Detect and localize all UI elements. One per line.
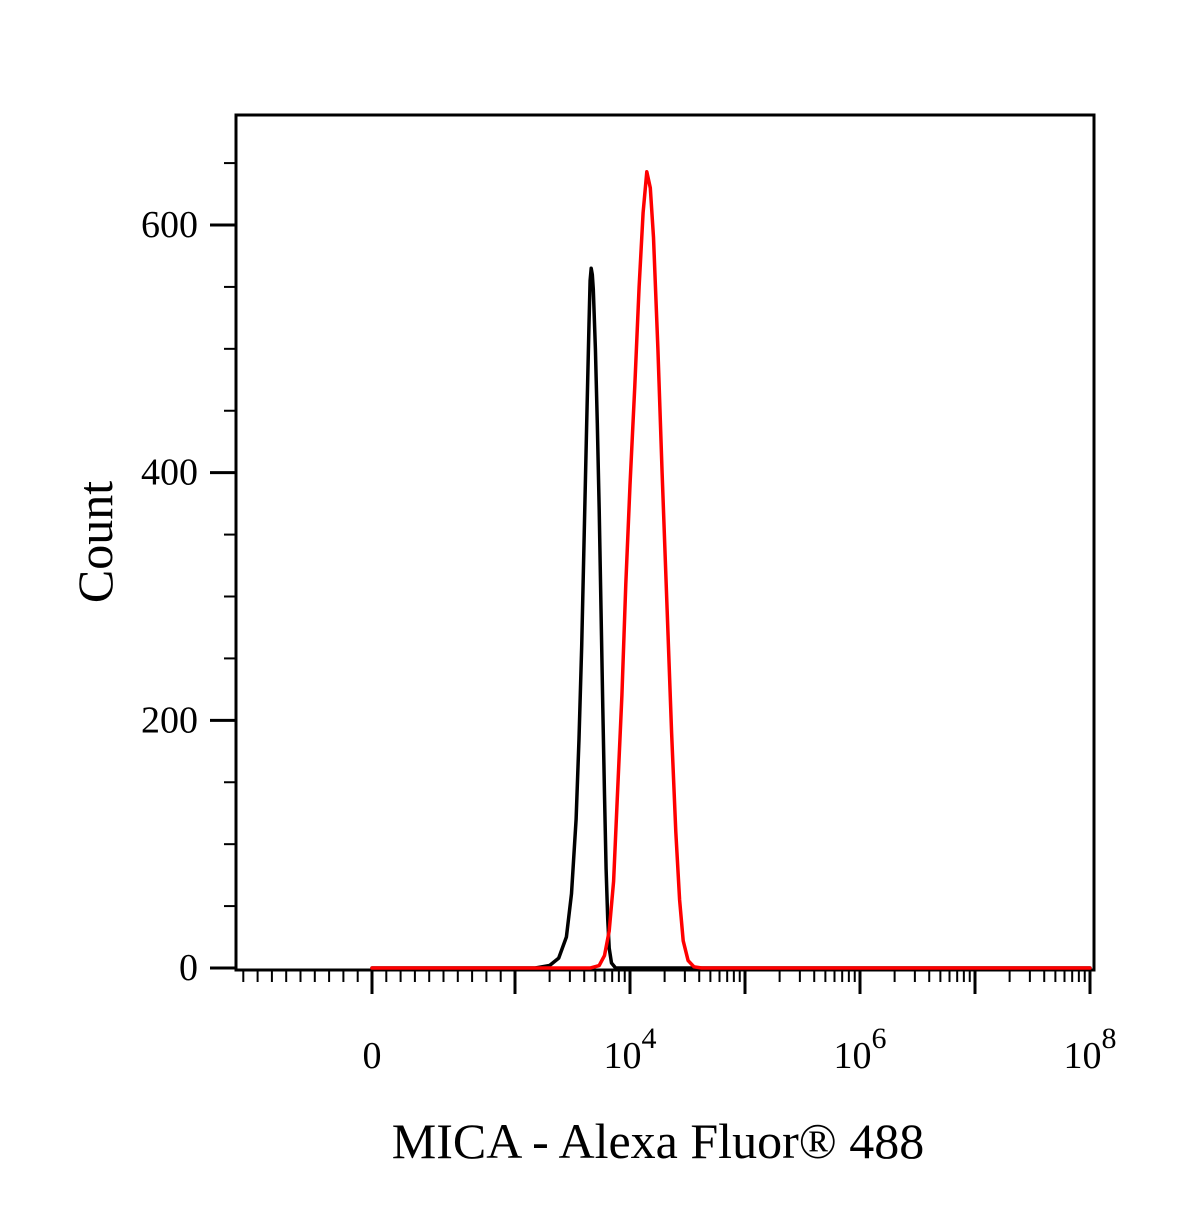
histogram-series-2 [370, 170, 1092, 970]
y-axis: 0 200 400 600 [141, 162, 236, 989]
series-layer [370, 170, 1092, 970]
x-tick-label: 104 [604, 1022, 657, 1077]
x-axis: 0 104 106 108 [242, 970, 1117, 1077]
y-tick-label: 600 [141, 204, 198, 246]
x-tick-label: 108 [1064, 1022, 1117, 1077]
y-tick-label: 0 [179, 947, 198, 989]
y-axis-title: Count [67, 481, 123, 603]
x-tick-label: 0 [363, 1035, 382, 1077]
y-tick-label: 200 [141, 699, 198, 741]
histogram-series-1 [370, 266, 1092, 970]
x-axis-title: MICA - Alexa Fluor® 488 [392, 1113, 924, 1169]
x-tick-label: 106 [834, 1022, 887, 1077]
y-tick-label: 400 [141, 452, 198, 494]
